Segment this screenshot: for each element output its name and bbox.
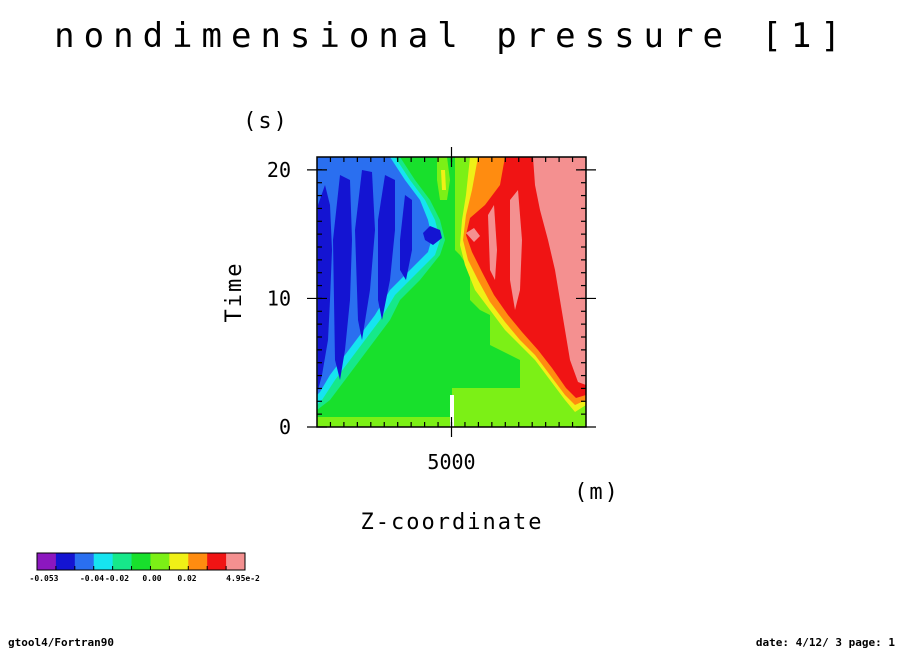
y-axis-label: Time [222, 262, 247, 323]
colorbar-label: -0.053 [30, 574, 59, 583]
colorbar-swatch [188, 553, 208, 570]
contour-region [450, 395, 454, 427]
footer-right: date: 4/12/ 3 page: 1 [756, 636, 895, 649]
colorbar-swatch [169, 553, 189, 570]
contour-region [441, 170, 446, 190]
colorbar-swatch [37, 553, 57, 570]
colorbar-swatch [207, 553, 227, 570]
colorbar-label: 4.95e-2 [226, 574, 260, 583]
y-tick-label: 20 [267, 158, 291, 182]
x-axis-label: Z-coordinate [361, 510, 544, 535]
contour-region [488, 205, 497, 280]
contour-region [510, 190, 522, 310]
contour-region [378, 175, 395, 320]
colorbar: -0.053 -0.04 -0.02 0.00 0.02 4.95e-2 [30, 552, 260, 583]
colorbar-swatch [74, 553, 95, 570]
colorbar-swatch [226, 553, 246, 570]
contour-region [355, 170, 375, 340]
colorbar-swatch [93, 553, 114, 570]
axis-ticks: 5000 0 10 20 [267, 147, 596, 474]
colorbar-frame [36, 552, 246, 571]
colorbar-label: -0.02 [105, 574, 129, 583]
chart-title: nondimensional pressure [1] [54, 16, 850, 56]
heatmap [317, 157, 586, 427]
contour-region [318, 185, 332, 390]
y-tick-label: 10 [267, 286, 291, 310]
colorbar-swatch [150, 553, 170, 570]
contour-region [423, 226, 442, 245]
contour-region [533, 157, 586, 385]
contour-region [333, 175, 352, 380]
colorbar-swatch [131, 553, 151, 570]
footer-left: gtool4/Fortran90 [8, 636, 114, 649]
y-axis-unit: (s) [243, 109, 289, 134]
y-tick-label: 0 [279, 415, 291, 439]
contour-region [466, 228, 480, 242]
x-axis-unit: (m) [574, 480, 620, 505]
contour-region [400, 195, 412, 280]
colorbar-swatch [55, 553, 76, 570]
colorbar-swatch [112, 553, 133, 570]
colorbar-label: 0.00 [142, 574, 161, 583]
colorbar-label: -0.04 [80, 574, 104, 583]
colorbar-label: 0.02 [177, 574, 196, 583]
x-tick-label: 5000 [427, 450, 475, 474]
